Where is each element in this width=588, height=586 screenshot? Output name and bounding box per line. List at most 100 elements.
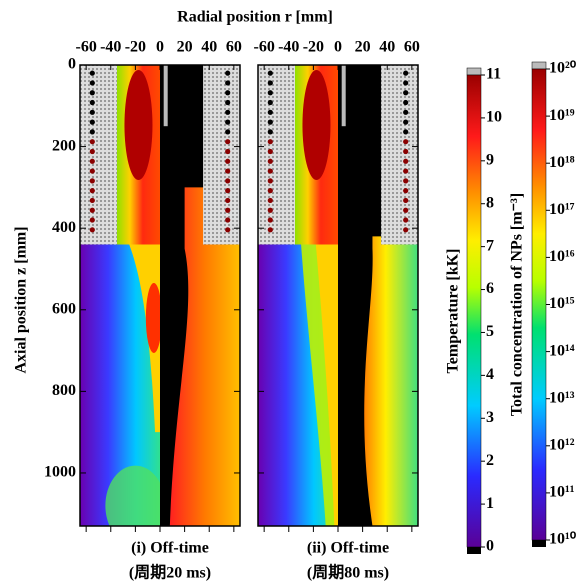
coil [225, 217, 231, 223]
colorbar-tick-label: 3 [486, 409, 494, 426]
colorbar-tick-label: 10¹⁷ [549, 201, 575, 218]
panel-caption: (ii) Off-time [307, 540, 389, 557]
coil [225, 80, 231, 86]
coil [403, 207, 409, 213]
colorbar-tick-label: 10¹¹ [549, 484, 575, 501]
colorbar-cap [532, 540, 546, 547]
chart-title: Radial position r [mm] [177, 9, 333, 26]
hot-core [302, 70, 331, 180]
y-tick-label: 200 [52, 137, 76, 154]
coil [89, 80, 95, 86]
plume-core [145, 282, 162, 353]
coil [89, 139, 95, 145]
inner-tube [341, 65, 346, 127]
panel-subcaption: (周期80 ms) [307, 563, 389, 582]
x-tick-label: 0 [156, 39, 164, 56]
coil [89, 70, 95, 76]
coil [225, 158, 231, 164]
coil [225, 70, 231, 76]
x-tick-label: -40 [278, 39, 299, 56]
coil [225, 119, 231, 125]
coil [267, 227, 273, 233]
colorbar-tick-label: 10¹⁹ [549, 107, 575, 124]
coil [403, 129, 409, 135]
coil [225, 109, 231, 115]
x-tick-label: 60 [226, 39, 242, 56]
coil [225, 207, 231, 213]
hot-core [124, 70, 153, 180]
colorbar-tick-label: 2 [486, 452, 494, 469]
coil [225, 148, 231, 155]
colorbar-cap [467, 547, 481, 554]
coil [267, 129, 273, 135]
coil [267, 148, 273, 155]
coil [89, 207, 95, 213]
coil [267, 90, 273, 96]
coil [403, 227, 409, 233]
colorbar-tick-label: 11 [486, 66, 501, 83]
right-hot [169, 187, 240, 526]
colorbar [466, 74, 482, 548]
coil [89, 178, 95, 184]
colorbar-cap [531, 61, 547, 70]
coil [89, 148, 95, 155]
coil [267, 168, 273, 174]
coil [89, 217, 95, 223]
coil [267, 80, 273, 86]
coil [403, 197, 409, 204]
colorbar-tick-label: 1 [486, 495, 494, 512]
coil [267, 197, 273, 204]
x-tick-label: -40 [100, 39, 121, 56]
y-tick-label: 0 [68, 56, 76, 73]
x-tick-label: -60 [253, 39, 274, 56]
coil [225, 227, 231, 233]
colorbar-cap [466, 67, 482, 76]
lower-green [105, 465, 166, 526]
coil [403, 188, 409, 194]
coil [403, 139, 409, 145]
colorbar-tick-label: 10¹⁶ [549, 248, 575, 265]
colorbar-tick-label: 10¹⁵ [549, 295, 575, 312]
x-tick-label: -20 [303, 39, 324, 56]
x-tick-label: 40 [379, 39, 395, 56]
coil [267, 217, 273, 223]
y-tick-label: 400 [52, 219, 76, 236]
coil [89, 99, 95, 106]
coil [403, 70, 409, 76]
coil [89, 129, 95, 135]
field [258, 65, 418, 526]
x-tick-label: 40 [201, 39, 217, 56]
coil [403, 99, 409, 106]
coil [89, 188, 95, 194]
coil [403, 168, 409, 174]
x-tick-label: 20 [177, 39, 193, 56]
panel-subcaption: (周期20 ms) [129, 563, 211, 582]
coil [403, 158, 409, 164]
colorbar-tick-label: 5 [486, 323, 494, 340]
coil [225, 99, 231, 106]
coil [225, 90, 231, 96]
coil [89, 158, 95, 164]
coil [225, 139, 231, 145]
coil [267, 139, 273, 145]
coil [403, 217, 409, 223]
x-tick-label: 20 [355, 39, 371, 56]
coil [403, 178, 409, 184]
coil [403, 109, 409, 115]
panel-caption: (i) Off-time [131, 540, 209, 557]
coil [267, 178, 273, 184]
coil [89, 227, 95, 233]
coil [267, 70, 273, 76]
colorbar-tick-label: 10¹⁴ [549, 342, 575, 359]
coil [89, 119, 95, 125]
colorbar-tick-label: 4 [486, 366, 494, 383]
y-tick-label: 1000 [44, 464, 76, 481]
colorbar-label: Total concentration of NPs [m⁻³] [509, 193, 526, 416]
electrode [258, 65, 295, 245]
colorbar-tick-label: 0 [486, 538, 494, 555]
colorbar [531, 68, 547, 541]
field [80, 65, 240, 526]
colorbar-tick-label: 6 [486, 280, 494, 297]
electrode [80, 65, 117, 245]
